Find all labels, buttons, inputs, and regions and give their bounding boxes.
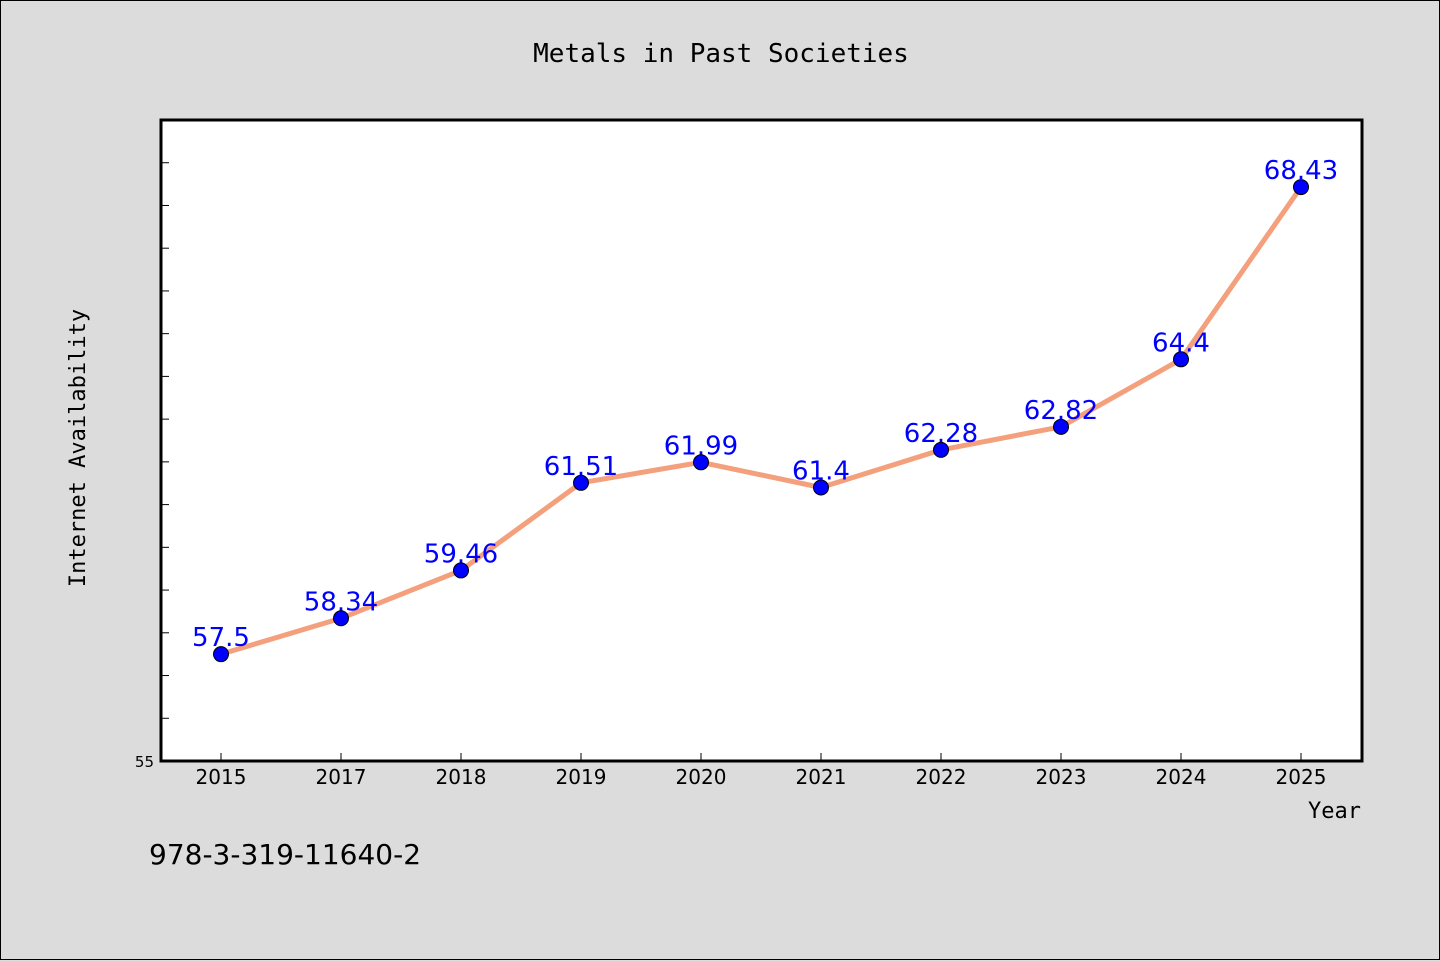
x-tick-label: 2025: [1276, 765, 1327, 789]
data-point: [213, 646, 229, 663]
x-tick-label: 2020: [676, 765, 727, 789]
data-point: [1053, 418, 1069, 435]
x-axis-label: Year: [1308, 799, 1361, 824]
x-axis-ticks: [220, 753, 1302, 761]
x-tick-label: 2023: [1036, 765, 1087, 789]
x-tick-label: 2024: [1156, 765, 1207, 789]
data-point: [693, 454, 709, 471]
x-tick-label: 2018: [436, 765, 487, 789]
data-point: [333, 610, 349, 627]
series-line: [218, 184, 1304, 657]
y-tick-label: 55: [135, 753, 154, 771]
x-tick-label: 2022: [916, 765, 967, 789]
x-tick-label: 2021: [796, 765, 847, 789]
plot-area: [159, 118, 1364, 763]
data-point: [933, 441, 949, 458]
data-point: [453, 562, 469, 579]
data-point: [1173, 351, 1189, 368]
y-axis-ticks: [161, 162, 169, 719]
x-tick-label: 2017: [316, 765, 367, 789]
series-markers: [213, 179, 1309, 663]
chart-title: Metals in Past Societies: [533, 39, 909, 69]
data-point: [813, 479, 829, 496]
x-axis-tick-labels: 2015 2017 2018 2019 2020 2021 2022 2023 2024 2025: [196, 765, 1327, 789]
data-point: [1293, 179, 1309, 196]
x-tick-label: 2019: [556, 765, 607, 789]
data-point: [573, 474, 589, 491]
x-tick-label: 2015: [196, 765, 247, 789]
isbn-annotation: 978-3-319-11640-2: [149, 838, 421, 871]
y-axis-label: Internet Availability: [66, 309, 91, 587]
